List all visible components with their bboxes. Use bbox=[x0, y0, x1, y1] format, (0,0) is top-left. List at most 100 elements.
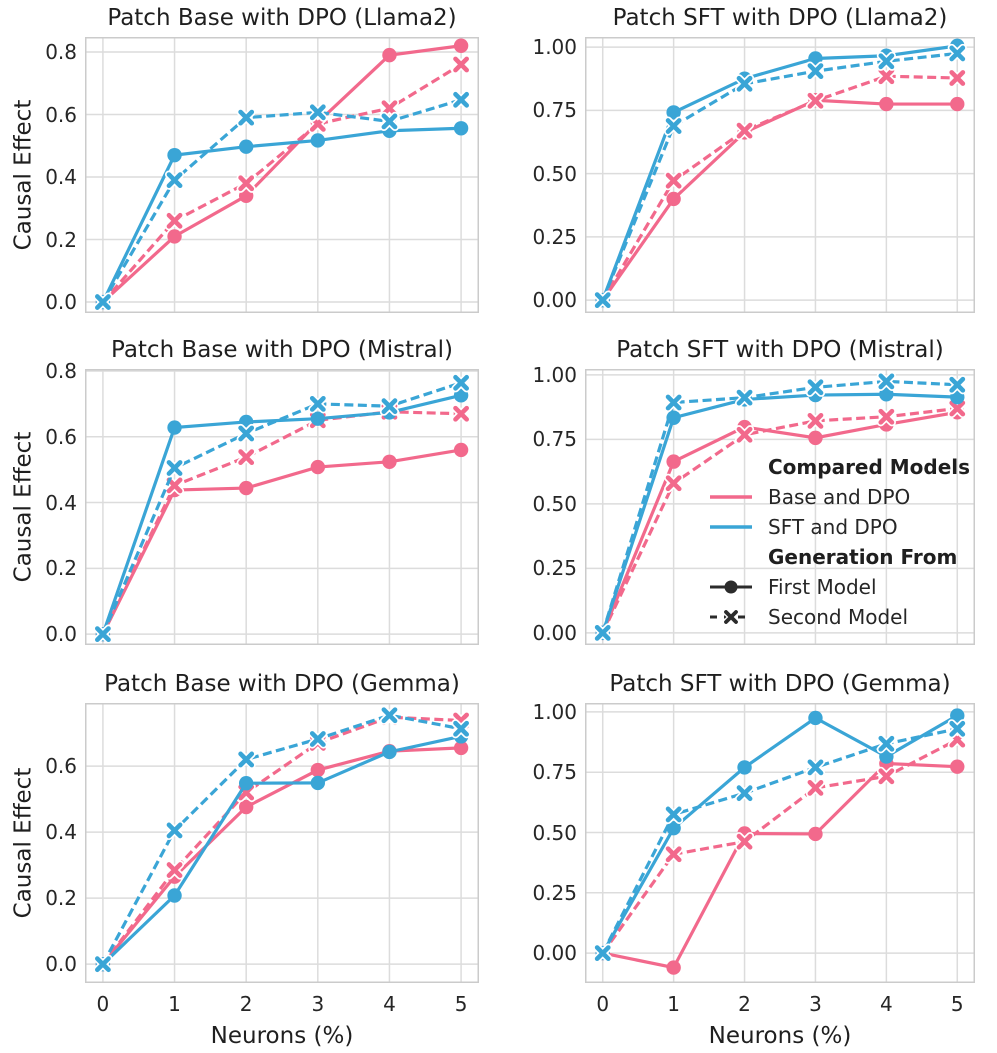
circle-marker bbox=[666, 820, 681, 836]
series-line bbox=[101, 734, 462, 966]
series-line bbox=[601, 406, 958, 634]
y-tick-label: 1.00 bbox=[532, 35, 577, 60]
chart-title: Patch Base with DPO (Mistral) bbox=[110, 337, 454, 363]
circle-marker bbox=[382, 744, 397, 760]
legend-item-base-and-dpo: Base and DPO bbox=[708, 482, 970, 512]
x-marker bbox=[665, 394, 682, 411]
circle-marker bbox=[310, 411, 326, 426]
x-marker bbox=[453, 56, 469, 73]
y-tick-label: 0.4 bbox=[45, 820, 77, 845]
x-marker bbox=[807, 779, 824, 796]
y-tick-label: 1.00 bbox=[532, 699, 577, 724]
x-marker bbox=[95, 294, 111, 310]
x-marker bbox=[878, 68, 895, 85]
circle-marker bbox=[310, 762, 326, 778]
x-marker bbox=[665, 806, 682, 823]
x-marker bbox=[878, 768, 895, 785]
series-line bbox=[601, 44, 958, 301]
y-tick-label: 0.75 bbox=[532, 98, 577, 123]
series-line bbox=[601, 410, 958, 634]
circle-marker bbox=[238, 776, 254, 791]
y-tick-label: 0.0 bbox=[45, 290, 77, 315]
y-tick-label: 0.50 bbox=[532, 491, 577, 516]
x-marker bbox=[453, 720, 469, 737]
x-marker bbox=[807, 92, 824, 109]
circle-marker bbox=[382, 454, 397, 469]
x-marker bbox=[736, 833, 753, 850]
plot-area bbox=[85, 369, 479, 645]
x-marker bbox=[453, 374, 469, 391]
x-marker bbox=[95, 956, 111, 973]
x-marker bbox=[309, 395, 326, 412]
x-marker bbox=[166, 862, 183, 878]
plot-area bbox=[85, 703, 479, 983]
x-marker bbox=[166, 477, 183, 494]
x-marker bbox=[949, 400, 966, 417]
circle-marker bbox=[879, 749, 894, 764]
x-marker bbox=[665, 118, 682, 134]
circle-marker bbox=[310, 775, 326, 791]
series-line bbox=[101, 126, 462, 303]
base-dpo-line-swatch-icon bbox=[710, 495, 752, 499]
x-tick-label: 5 bbox=[950, 992, 964, 1016]
plot-area bbox=[85, 37, 479, 313]
y-tick-label: 0.75 bbox=[532, 760, 577, 785]
x-marker bbox=[381, 707, 398, 724]
y-tick-label: 0.6 bbox=[45, 754, 77, 779]
x-tick-label: 1 bbox=[667, 992, 680, 1016]
x-tick-label: 0 bbox=[596, 992, 610, 1016]
legend-header-compared-models: Compared Models bbox=[768, 455, 971, 479]
series-line bbox=[101, 746, 462, 966]
series-line bbox=[101, 410, 462, 635]
y-tick-label: 0.00 bbox=[532, 941, 577, 966]
circle-marker bbox=[950, 759, 965, 774]
chart-patch-base-llama2: Patch Base with DPO (Llama2) Causal Effe… bbox=[0, 0, 500, 330]
x-marker bbox=[665, 846, 682, 863]
y-tick-label: 0.75 bbox=[532, 427, 577, 452]
x-tick-label: 2 bbox=[738, 992, 751, 1016]
circle-marker bbox=[238, 799, 254, 815]
y-tick-label: 0.0 bbox=[45, 622, 77, 647]
y-tick-label: 0.6 bbox=[45, 424, 77, 449]
x-tick-label: 2 bbox=[239, 992, 253, 1016]
x-marker bbox=[949, 45, 966, 62]
x-axis-label: Neurons (%) bbox=[210, 1023, 354, 1049]
circle-marker bbox=[310, 459, 326, 475]
series-line bbox=[101, 44, 462, 304]
x-marker bbox=[381, 398, 398, 415]
circle-marker bbox=[666, 105, 681, 120]
x-marker bbox=[594, 292, 611, 308]
y-tick-label: 0.4 bbox=[45, 490, 77, 515]
y-tick-label: 0.0 bbox=[45, 952, 77, 977]
x-marker bbox=[594, 624, 611, 641]
y-tick-label: 0.00 bbox=[532, 620, 577, 645]
y-tick-label: 0.25 bbox=[532, 556, 577, 581]
x-tick-label: 3 bbox=[311, 992, 325, 1016]
x-tick-label: 1 bbox=[168, 992, 181, 1016]
x-marker bbox=[736, 785, 753, 802]
x-marker bbox=[736, 426, 753, 443]
x-axis-label: Neurons (%) bbox=[708, 1023, 852, 1049]
x-marker bbox=[949, 70, 966, 86]
series-line bbox=[601, 98, 958, 302]
chart-patch-sft-gemma: Patch SFT with DPO (Gemma) Neurons (%) 0… bbox=[500, 660, 997, 1053]
x-marker bbox=[949, 720, 966, 737]
y-tick-label: 0.50 bbox=[532, 820, 577, 845]
circle-marker bbox=[167, 229, 182, 244]
legend-label: First Model bbox=[768, 575, 877, 599]
series-line bbox=[101, 98, 462, 303]
x-marker bbox=[166, 212, 183, 229]
x-marker bbox=[166, 172, 183, 189]
x-marker bbox=[238, 175, 255, 192]
chart-title: Patch Base with DPO (Gemma) bbox=[104, 671, 460, 697]
x-marker bbox=[238, 449, 255, 466]
chart-patch-sft-mistral: Patch SFT with DPO (Mistral) Compared Mo… bbox=[500, 330, 997, 660]
legend-label: Base and DPO bbox=[768, 485, 911, 509]
y-tick-label: 0.6 bbox=[45, 102, 77, 127]
legend: Compared Models Base and DPO SFT and DPO… bbox=[708, 452, 970, 632]
x-tick-label: 4 bbox=[383, 992, 396, 1016]
circle-marker bbox=[167, 888, 182, 903]
x-marker bbox=[594, 945, 611, 961]
circle-marker bbox=[453, 442, 469, 458]
